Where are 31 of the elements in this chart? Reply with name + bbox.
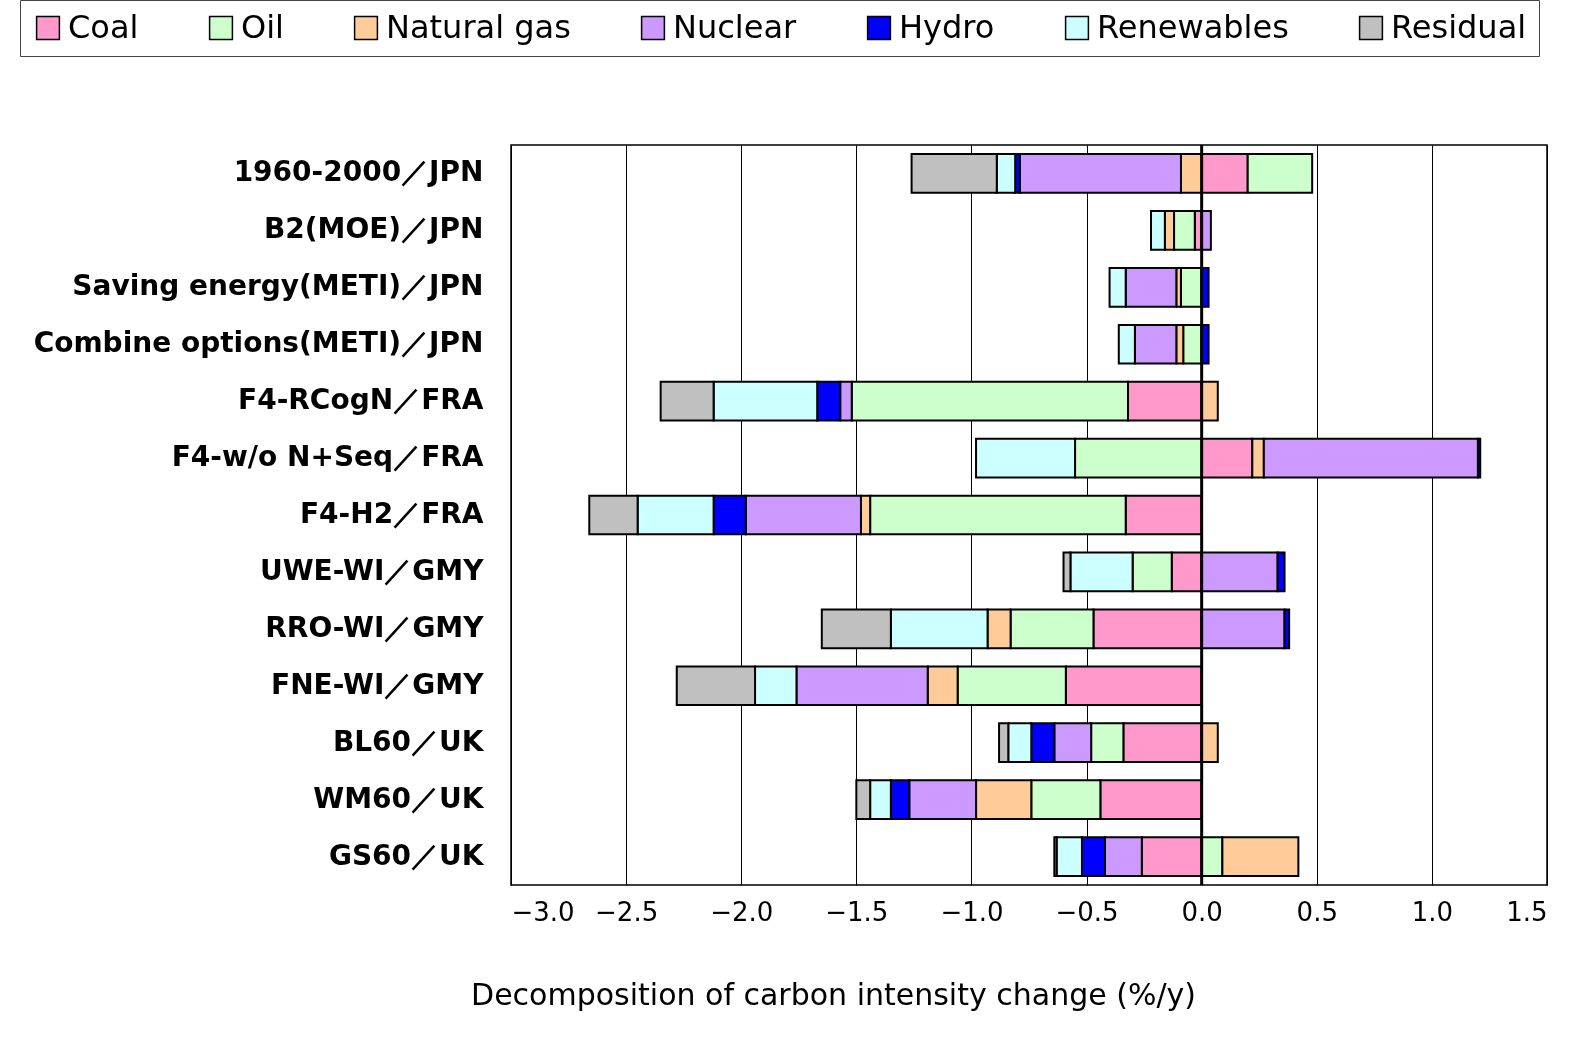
y-tick-label: UWE-WI／GMY bbox=[259, 553, 485, 587]
x-tick-label: −2.5 bbox=[595, 896, 659, 927]
y-tick-label: RRO-WI／GMY bbox=[265, 610, 485, 644]
legend-label: Hydro bbox=[899, 8, 995, 46]
y-tick-label: 1960-2000／JPN bbox=[233, 155, 484, 189]
y-tick-label: BL60／UK bbox=[332, 724, 485, 758]
y-tick-label: B2(MOE)／JPN bbox=[263, 212, 484, 246]
x-tick-label: 0.5 bbox=[1296, 896, 1338, 927]
y-tick-label: FNE-WI／GMY bbox=[271, 667, 485, 701]
x-axis-title: Decomposition of carbon intensity change (%/y) bbox=[471, 976, 1196, 1012]
legend-label: Residual bbox=[1391, 8, 1527, 46]
x-tick-label: −1.0 bbox=[940, 896, 1004, 927]
legend-label: Nuclear bbox=[673, 8, 797, 46]
legend-label: Natural gas bbox=[386, 8, 571, 46]
y-tick-label: Combine options(METI)／JPN bbox=[33, 326, 484, 360]
x-tick-label: 1.5 bbox=[1506, 896, 1548, 927]
y-tick-label: F4-RCogN／FRA bbox=[238, 383, 484, 417]
legend-label: Renewables bbox=[1097, 8, 1289, 46]
legend-label: Coal bbox=[68, 8, 139, 46]
x-tick-label: 0.0 bbox=[1181, 896, 1223, 927]
x-tick-label: 1.0 bbox=[1411, 896, 1454, 927]
legend-label: Oil bbox=[241, 8, 284, 46]
y-tick-label: GS60／UK bbox=[328, 838, 485, 872]
x-tick-label: −1.5 bbox=[825, 896, 889, 927]
x-tick-label: −2.0 bbox=[710, 896, 774, 927]
y-tick-label: WM60／UK bbox=[313, 781, 485, 815]
y-tick-label: F4-w/o N+Seq／FRA bbox=[171, 440, 484, 474]
y-tick-label: Saving energy(METI)／JPN bbox=[72, 269, 484, 303]
y-tick-label: F4-H2／FRA bbox=[299, 497, 484, 530]
x-tick-label: −0.5 bbox=[1055, 896, 1119, 927]
x-tick-label: −3.0 bbox=[511, 896, 575, 927]
